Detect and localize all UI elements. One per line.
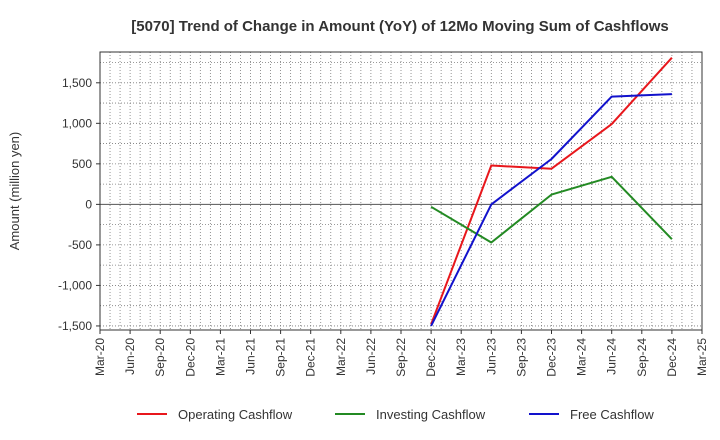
x-tick-label: Dec-21 <box>304 338 318 377</box>
series-line-2 <box>430 175 673 244</box>
y-tick-label: -1,000 <box>58 278 92 292</box>
y-tick-label: 0 <box>85 197 92 211</box>
x-axis-ticks: Mar-20 Jun-20 Sep-20 Dec-20 Mar-21 Jun-21 Sep-… <box>93 330 709 377</box>
x-tick-label: Jun-23 <box>484 338 498 375</box>
legend-label-3: Free Cashflow <box>570 407 654 422</box>
x-tick-label: Sep-21 <box>274 338 288 377</box>
series-line-3 <box>430 93 672 327</box>
y-tick-label: -500 <box>68 238 92 252</box>
x-tick-label: Jun-20 <box>123 338 137 375</box>
x-tick-label: Mar-20 <box>93 338 107 376</box>
x-tick-label: Dec-22 <box>424 338 438 377</box>
x-tick-label: Mar-22 <box>334 338 348 376</box>
x-tick-label: Jun-24 <box>605 338 619 375</box>
legend-label-1: Operating Cashflow <box>178 407 293 422</box>
x-tick-label: Sep-23 <box>514 338 528 377</box>
x-tick-label: Jun-21 <box>244 338 258 375</box>
x-tick-label: Sep-22 <box>394 338 408 377</box>
y-axis-ticks: 1,500 1,000 500 0 -500 -1,000 -1,500 <box>58 76 100 333</box>
y-tick-label: -1,500 <box>58 319 92 333</box>
chart-title: [5070] Trend of Change in Amount (YoY) o… <box>131 18 669 35</box>
x-tick-label: Mar-23 <box>454 338 468 376</box>
series-line-1 <box>430 57 673 325</box>
y-tick-label: 500 <box>72 157 92 171</box>
y-tick-label: 1,500 <box>62 76 92 90</box>
x-tick-label: Dec-24 <box>665 338 679 377</box>
legend-label-2: Investing Cashflow <box>376 407 486 422</box>
series-layer <box>430 57 673 327</box>
x-tick-label: Dec-23 <box>545 338 559 377</box>
x-tick-label: Sep-24 <box>635 338 649 377</box>
legend: Operating Cashflow Investing Cashflow Free… <box>137 407 654 422</box>
x-tick-label: Dec-20 <box>183 338 197 377</box>
y-axis-label: Amount (million yen) <box>7 132 22 251</box>
x-tick-label: Mar-21 <box>213 338 227 376</box>
x-tick-label: Mar-24 <box>575 338 589 376</box>
grid-layer <box>100 52 702 330</box>
y-tick-label: 1,000 <box>62 116 92 130</box>
x-tick-label: Mar-25 <box>695 338 709 376</box>
x-tick-label: Sep-20 <box>153 338 167 377</box>
x-tick-label: Jun-22 <box>364 338 378 375</box>
